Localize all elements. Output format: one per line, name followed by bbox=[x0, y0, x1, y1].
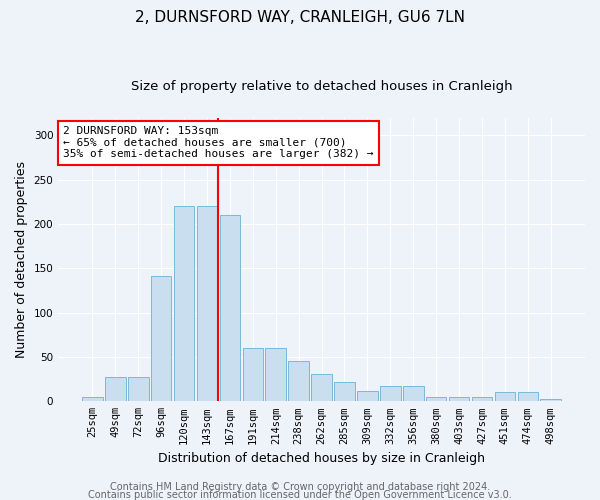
Bar bbox=[494, 392, 515, 402]
Bar bbox=[242, 348, 263, 402]
Bar bbox=[197, 206, 217, 402]
Bar bbox=[105, 378, 125, 402]
Text: 2, DURNSFORD WAY, CRANLEIGH, GU6 7LN: 2, DURNSFORD WAY, CRANLEIGH, GU6 7LN bbox=[135, 10, 465, 25]
Bar bbox=[82, 397, 103, 402]
Bar bbox=[472, 397, 493, 402]
Bar bbox=[128, 378, 149, 402]
Bar bbox=[334, 382, 355, 402]
Bar bbox=[265, 348, 286, 402]
Text: Contains public sector information licensed under the Open Government Licence v3: Contains public sector information licen… bbox=[88, 490, 512, 500]
Bar bbox=[403, 386, 424, 402]
Bar bbox=[380, 386, 401, 402]
X-axis label: Distribution of detached houses by size in Cranleigh: Distribution of detached houses by size … bbox=[158, 452, 485, 465]
Bar bbox=[220, 215, 240, 402]
Bar bbox=[174, 206, 194, 402]
Bar bbox=[357, 390, 378, 402]
Bar bbox=[289, 362, 309, 402]
Title: Size of property relative to detached houses in Cranleigh: Size of property relative to detached ho… bbox=[131, 80, 512, 93]
Bar bbox=[449, 397, 469, 402]
Bar bbox=[311, 374, 332, 402]
Bar bbox=[541, 398, 561, 402]
Bar bbox=[518, 392, 538, 402]
Y-axis label: Number of detached properties: Number of detached properties bbox=[15, 161, 28, 358]
Text: 2 DURNSFORD WAY: 153sqm
← 65% of detached houses are smaller (700)
35% of semi-d: 2 DURNSFORD WAY: 153sqm ← 65% of detache… bbox=[64, 126, 374, 160]
Text: Contains HM Land Registry data © Crown copyright and database right 2024.: Contains HM Land Registry data © Crown c… bbox=[110, 482, 490, 492]
Bar bbox=[426, 397, 446, 402]
Bar bbox=[151, 276, 172, 402]
